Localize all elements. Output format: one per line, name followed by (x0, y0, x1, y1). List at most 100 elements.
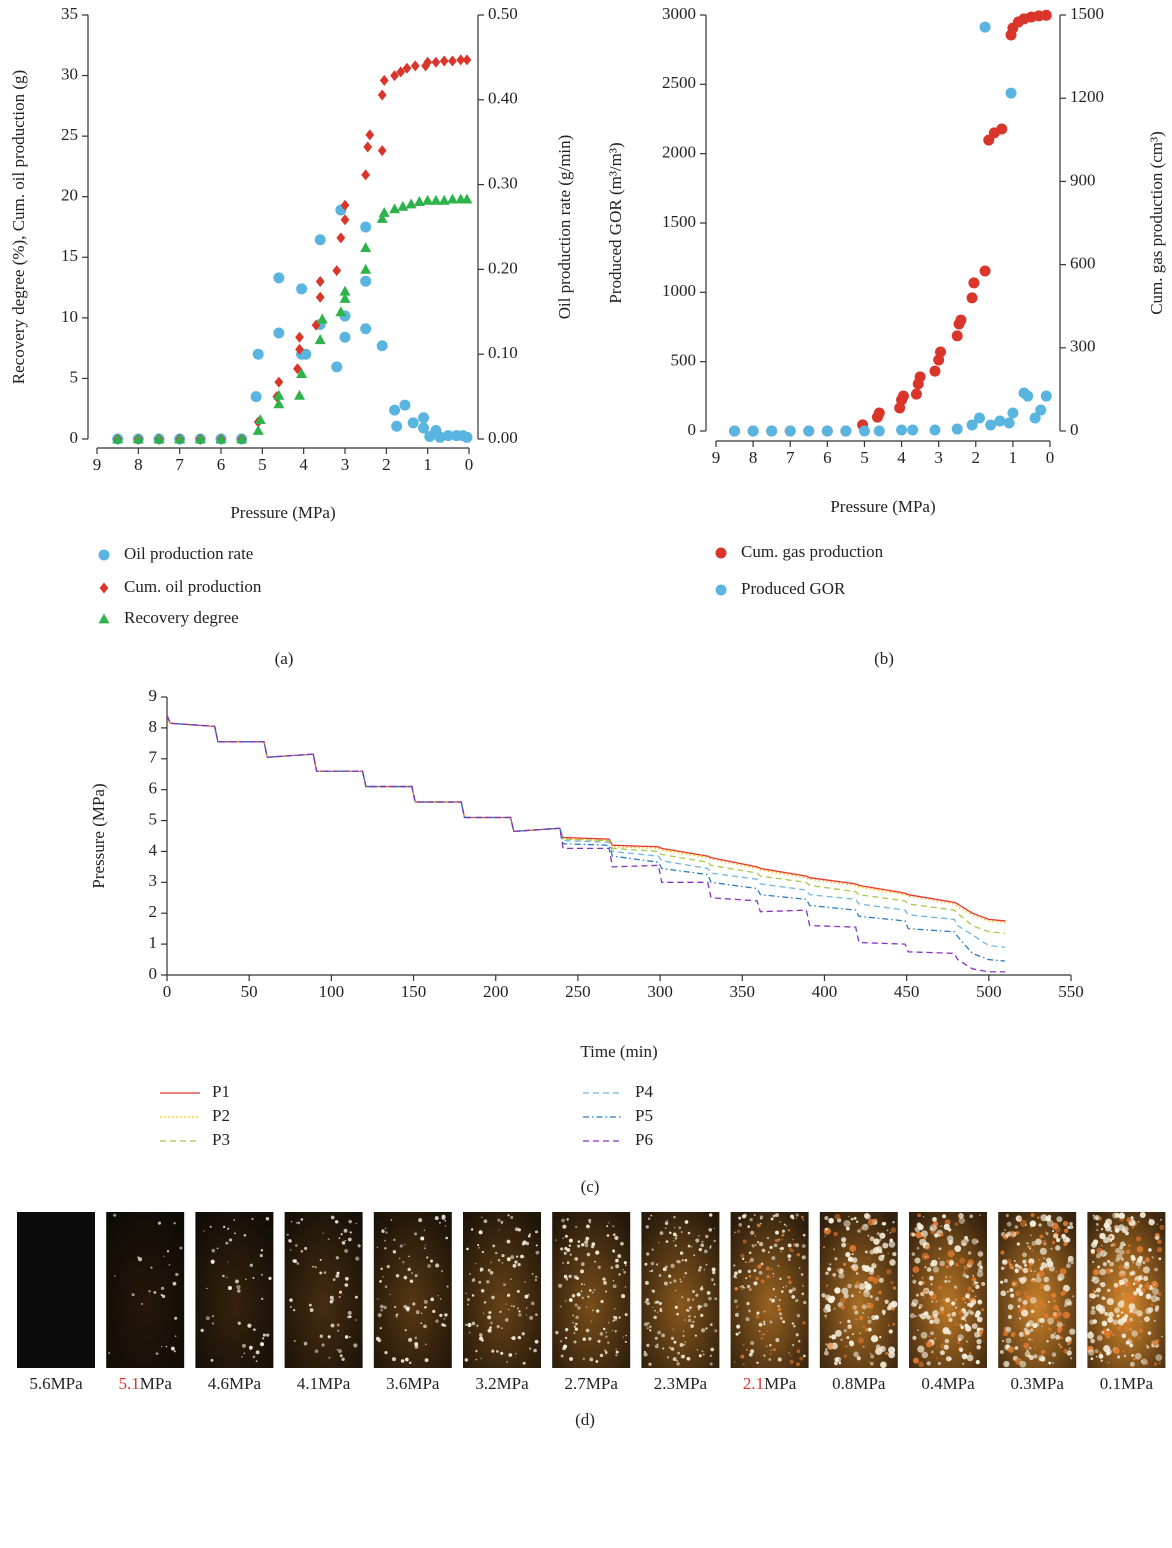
bubble (766, 1330, 769, 1333)
bubble (1150, 1286, 1153, 1289)
bubble (1115, 1212, 1120, 1218)
bubble (1004, 1228, 1007, 1232)
x-tick-label: 0 (1046, 448, 1055, 467)
bubble (964, 1236, 968, 1240)
bubble (1113, 1282, 1119, 1288)
bubble (332, 1278, 336, 1282)
bubble (1118, 1212, 1126, 1219)
bubble (113, 1213, 117, 1217)
bubble (1063, 1242, 1068, 1247)
bubble (1131, 1330, 1138, 1337)
bubble (650, 1214, 653, 1217)
bubble (679, 1342, 684, 1347)
bubble (920, 1312, 927, 1320)
bubble (1029, 1297, 1037, 1304)
bubble (1055, 1334, 1061, 1340)
bubble (869, 1353, 872, 1355)
bubble (1030, 1213, 1035, 1217)
bubble (753, 1214, 756, 1217)
bubble (742, 1257, 745, 1260)
bubble (312, 1265, 315, 1268)
bubble (1055, 1245, 1061, 1251)
bubble (205, 1316, 210, 1321)
bubble (172, 1281, 177, 1286)
bubble (1005, 1214, 1009, 1218)
bubble (1131, 1349, 1133, 1351)
bubble (501, 1262, 504, 1264)
bubble (963, 1264, 969, 1270)
bubble (1129, 1343, 1134, 1348)
bubble (792, 1238, 794, 1241)
bubble (475, 1263, 477, 1265)
bubble (1018, 1317, 1022, 1320)
bubble (958, 1213, 964, 1219)
bubble (605, 1290, 608, 1293)
bubble (1089, 1331, 1093, 1335)
bubble (252, 1355, 256, 1359)
bubble (561, 1218, 565, 1223)
bubble (787, 1254, 792, 1259)
bubble (971, 1238, 978, 1245)
bubble (942, 1214, 947, 1219)
marker (446, 193, 458, 204)
y-tick-label: 20 (61, 186, 78, 205)
bubble (210, 1259, 215, 1264)
bubble (834, 1357, 840, 1363)
bubble (1017, 1305, 1021, 1308)
bubble (928, 1335, 931, 1338)
bubble (691, 1289, 696, 1294)
bubble (951, 1311, 957, 1317)
bubble (161, 1345, 163, 1348)
bubble (767, 1251, 770, 1254)
bubble (414, 1232, 418, 1236)
bubble (608, 1222, 610, 1224)
bubble (709, 1245, 712, 1248)
bubble (678, 1226, 682, 1230)
bubble (834, 1287, 841, 1294)
bubble (965, 1340, 968, 1343)
bubble (475, 1349, 478, 1353)
frame-unit: MPa (764, 1374, 797, 1393)
x-tick-label: 0 (163, 982, 172, 1001)
bubble (153, 1291, 157, 1294)
bubble (289, 1298, 293, 1302)
bubble (846, 1336, 850, 1340)
bubble (876, 1274, 881, 1279)
bubble (742, 1239, 747, 1244)
bubble (861, 1304, 867, 1310)
bubble (736, 1324, 741, 1329)
marker (462, 54, 472, 66)
y2-tick-label: 0.20 (488, 258, 518, 277)
bubble (247, 1323, 252, 1328)
bubble (777, 1238, 781, 1241)
bubble (1023, 1342, 1030, 1349)
marker (929, 365, 941, 377)
bubble (709, 1247, 712, 1249)
bubble (161, 1294, 166, 1299)
bubble (335, 1274, 340, 1278)
bubble (1002, 1259, 1008, 1264)
bubble (977, 1251, 984, 1257)
bubble (735, 1312, 739, 1317)
bubble (802, 1321, 806, 1325)
bubble (227, 1227, 230, 1230)
bubble (828, 1217, 834, 1224)
bubble (1043, 1304, 1047, 1308)
bubble (925, 1255, 930, 1259)
bubble (1117, 1319, 1122, 1323)
frame-pressure: 2.3 (654, 1374, 675, 1393)
bubble (588, 1337, 592, 1341)
bubble (514, 1227, 519, 1232)
bubble (1051, 1352, 1057, 1357)
bubble (1125, 1249, 1131, 1255)
bubble (1153, 1362, 1158, 1366)
bubble (955, 1262, 959, 1267)
bubble (408, 1361, 412, 1365)
marker (340, 214, 350, 226)
y2-tick-label: 600 (1070, 254, 1096, 273)
bubble (385, 1231, 388, 1234)
bubble (580, 1283, 583, 1286)
marker (174, 433, 186, 444)
bubble (612, 1280, 615, 1282)
bubble (870, 1354, 875, 1359)
